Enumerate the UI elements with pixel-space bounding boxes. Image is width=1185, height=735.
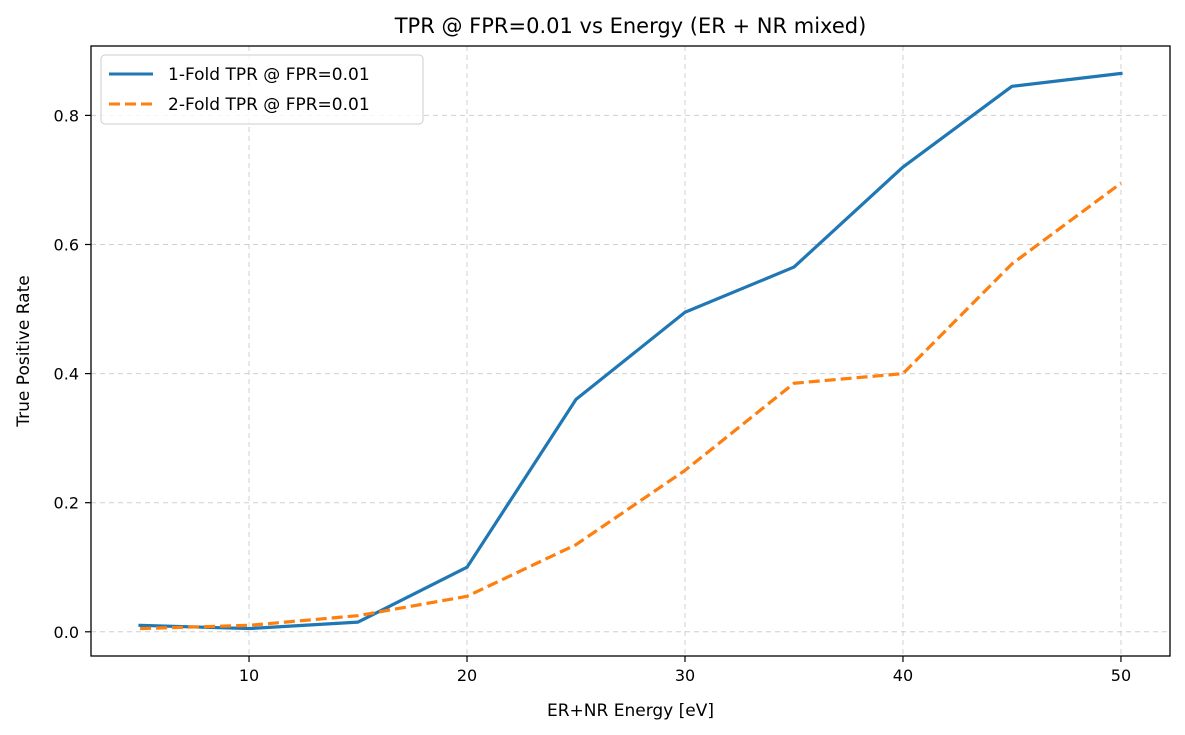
y-tick-label: 0.0 bbox=[54, 623, 79, 642]
y-tick-label: 0.6 bbox=[54, 235, 79, 254]
legend-label-2-fold: 2-Fold TPR @ FPR=0.01 bbox=[168, 95, 370, 115]
x-tick-label: 50 bbox=[1111, 666, 1131, 685]
legend-box bbox=[100, 54, 424, 125]
chart-title: TPR @ FPR=0.01 vs Energy (ER + NR mixed) bbox=[394, 14, 867, 38]
x-axis-label: ER+NR Energy [eV] bbox=[547, 701, 714, 721]
legend: 1-Fold TPR @ FPR=0.01 2-Fold TPR @ FPR=0… bbox=[100, 54, 424, 125]
series-line-2 bbox=[140, 181, 1122, 631]
y-tick-label: 0.4 bbox=[54, 365, 79, 384]
series-layer bbox=[138, 71, 1123, 631]
y-tick-label: 0.8 bbox=[54, 106, 79, 125]
y-tick-label: 0.2 bbox=[54, 494, 79, 513]
y-axis-ticks: 0.0 0.2 0.4 0.6 0.8 bbox=[54, 106, 91, 642]
legend-label-1-fold: 1-Fold TPR @ FPR=0.01 bbox=[168, 65, 370, 85]
y-axis-label: True Positive Rate bbox=[14, 275, 34, 427]
series-line-1 bbox=[138, 71, 1123, 631]
x-tick-label: 10 bbox=[239, 666, 259, 685]
x-tick-label: 20 bbox=[457, 666, 477, 685]
plot-frame bbox=[90, 45, 1171, 657]
x-tick-label: 40 bbox=[893, 666, 913, 685]
x-axis-ticks: 10 20 30 40 50 bbox=[239, 656, 1131, 685]
x-tick-label: 30 bbox=[675, 666, 695, 685]
grid-layer bbox=[91, 46, 1170, 656]
